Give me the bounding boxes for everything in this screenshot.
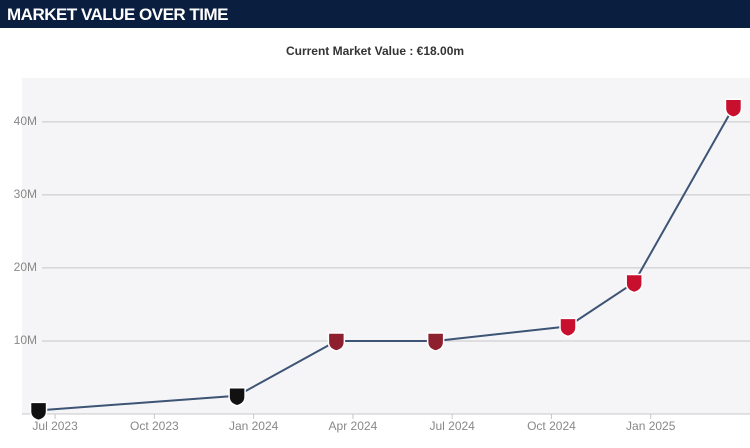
- point-marker: [327, 332, 346, 352]
- y-tick-label: 40M: [14, 114, 37, 128]
- point-marker: [724, 98, 743, 118]
- x-tick-label: Jul 2024: [429, 419, 475, 433]
- x-tick-label: Jan 2025: [626, 419, 676, 433]
- header-title: MARKET VALUE OVER TIME: [7, 5, 229, 24]
- x-tick-label: Oct 2024: [527, 419, 576, 433]
- point-marker: [426, 332, 445, 352]
- y-tick-label: 30M: [14, 187, 37, 201]
- plot-area: [22, 78, 750, 414]
- x-tick-label: Jan 2024: [229, 419, 279, 433]
- x-tick-label: Jul 2023: [32, 419, 78, 433]
- point-marker: [625, 273, 643, 294]
- chart: Current Market Value : €18.00m 10M 20M 30M…: [14, 44, 750, 433]
- point-marker: [228, 386, 246, 407]
- point-marker: [559, 317, 577, 338]
- chart-title: Current Market Value : €18.00m: [286, 44, 464, 58]
- point-marker: [29, 401, 48, 422]
- y-tick-label: 20M: [14, 260, 37, 274]
- header: MARKET VALUE OVER TIME: [0, 0, 750, 28]
- x-tick-label: Oct 2023: [130, 419, 179, 433]
- y-tick-label: 10M: [14, 333, 37, 347]
- x-tick-label: Apr 2024: [329, 419, 378, 433]
